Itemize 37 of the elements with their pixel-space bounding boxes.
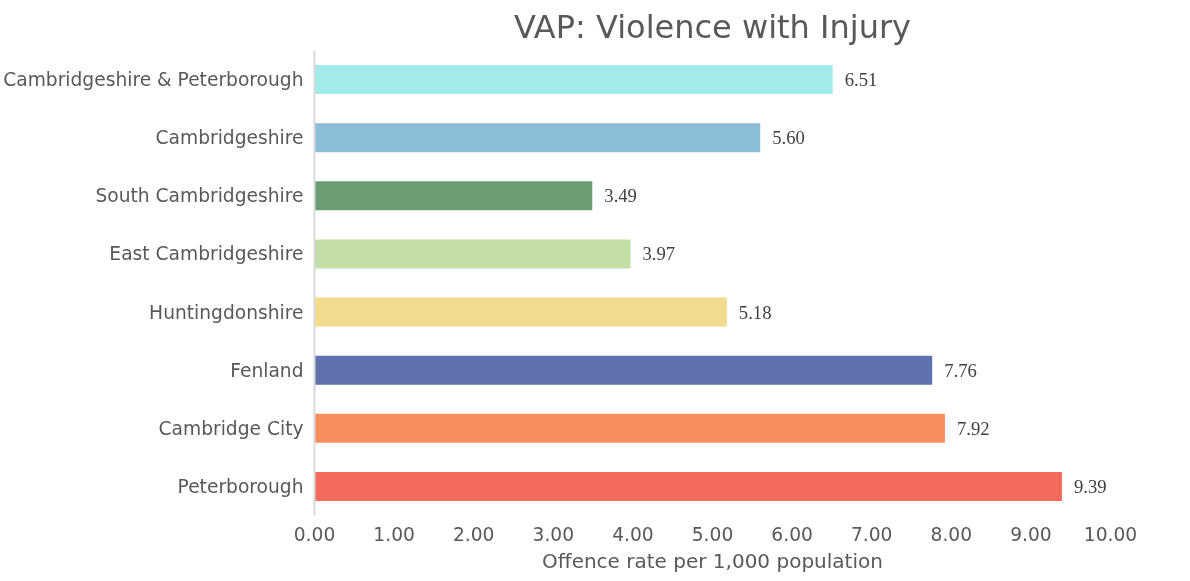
- x-tick-label: 5.00: [691, 523, 734, 545]
- data-label: 7.76: [944, 359, 977, 381]
- bar: [314, 297, 727, 327]
- bar: [314, 413, 945, 443]
- bar: [314, 123, 761, 153]
- data-label: 9.39: [1073, 475, 1107, 497]
- bar: [314, 471, 1062, 501]
- x-tick-label: 3.00: [532, 523, 575, 545]
- data-label: 3.97: [642, 243, 676, 265]
- y-tick-label: Cambridgeshire: [155, 127, 304, 149]
- data-label: 5.60: [772, 127, 805, 149]
- x-axis-title: Offence rate per 1,000 population: [542, 548, 883, 573]
- x-tick-label: 4.00: [612, 523, 654, 545]
- x-tick-label: 8.00: [930, 523, 973, 545]
- x-tick-label: 0.00: [293, 523, 336, 545]
- bar: [314, 65, 833, 95]
- data-label: 6.51: [844, 69, 878, 91]
- x-tick-label: 2.00: [452, 523, 495, 545]
- x-tick-label: 10.00: [1083, 523, 1138, 545]
- y-tick-label: Cambridge City: [158, 417, 304, 439]
- y-tick-label: Fenland: [230, 359, 304, 381]
- bar: [314, 181, 593, 211]
- data-label: 3.49: [604, 185, 637, 207]
- y-tick-label: Peterborough: [177, 475, 304, 497]
- chart-title: VAP: Violence with Injury: [514, 7, 911, 46]
- y-tick-label: Cambridgeshire & Peterborough: [3, 69, 304, 91]
- x-tick-label: 9.00: [1010, 523, 1052, 545]
- y-tick-label: South Cambridgeshire: [95, 185, 304, 207]
- x-tick-label: 6.00: [771, 523, 813, 545]
- data-label: 5.18: [738, 301, 772, 323]
- data-label: 7.92: [956, 417, 990, 439]
- bar: [314, 239, 631, 269]
- bar: [314, 355, 933, 385]
- x-tick-label: 7.00: [850, 523, 893, 545]
- y-tick-label: East Cambridgeshire: [109, 243, 304, 265]
- x-tick-label: 1.00: [373, 523, 415, 545]
- y-tick-label: Huntingdonshire: [149, 301, 304, 323]
